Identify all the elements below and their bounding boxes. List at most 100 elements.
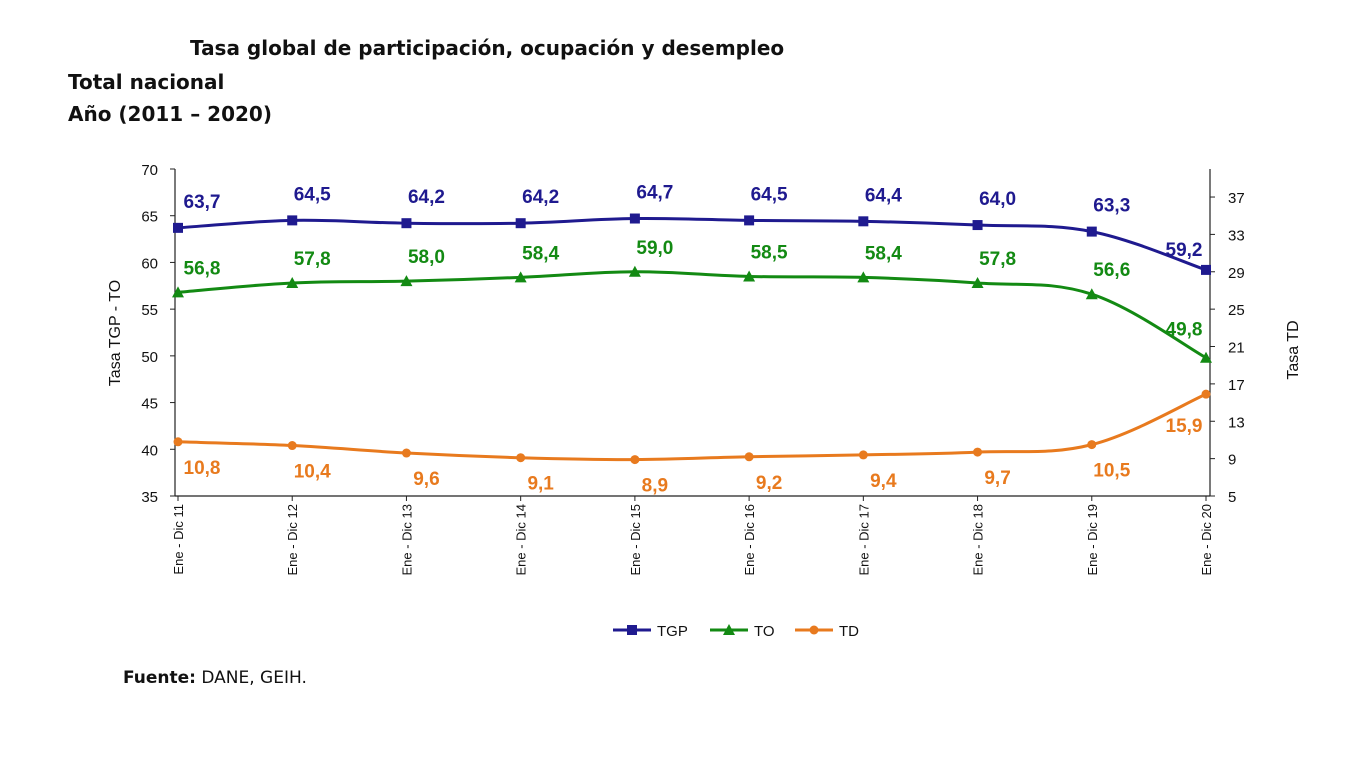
series-line-to (177, 270, 1207, 360)
right-tick-label: 29 (1228, 265, 1245, 282)
right-tick-label: 17 (1228, 377, 1245, 394)
data-label-to: 49,8 (1166, 320, 1203, 341)
marker-to (172, 286, 184, 298)
marker-to (743, 270, 756, 282)
series-line-td (177, 392, 1207, 462)
right-tick-label: 25 (1228, 302, 1245, 319)
marker-to (857, 271, 870, 283)
marker-tgp (515, 218, 526, 229)
data-label-td: 8,9 (642, 476, 668, 497)
series-line-tgp (177, 216, 1207, 272)
chart-axes: 35 40 45 50 55 60 65 70 5 9 13 17 21 25 29 33 37 Tasa TGP… (107, 162, 1302, 576)
legend-label-to: TO (754, 623, 775, 640)
data-label-to: 58,4 (522, 243, 559, 264)
marker-tgp (287, 215, 298, 226)
data-label-tgp: 64,7 (636, 183, 673, 204)
series-markers (172, 213, 1212, 465)
marker-to (628, 265, 641, 277)
x-tick-label: Ene - Dic 17 (856, 504, 871, 576)
data-label-tgp: 59,2 (1166, 240, 1203, 261)
data-label-td: 9,4 (870, 471, 897, 492)
data-label-td: 15,9 (1166, 416, 1203, 437)
chart-subtitle-period: Año (2011 – 2020) (68, 102, 272, 126)
left-tick-label: 65 (141, 209, 158, 226)
right-axis-title: Tasa TD (1285, 320, 1302, 379)
left-tick-label: 70 (141, 162, 158, 179)
marker-td (516, 453, 526, 463)
source-text: DANE, GEIH. (201, 668, 307, 688)
source-label: Fuente: (123, 668, 196, 688)
chart-title: Tasa global de participación, ocupación … (190, 36, 785, 60)
right-tick-label: 9 (1228, 452, 1236, 469)
marker-tgp (1201, 264, 1211, 275)
marker-td (173, 437, 183, 447)
x-tick-label: Ene - Dic 20 (1199, 504, 1214, 576)
data-label-to: 58,4 (865, 243, 902, 264)
marker-td (744, 452, 754, 462)
marker-to (971, 276, 984, 288)
data-label-tgp: 64,2 (522, 187, 559, 208)
data-label-tgp: 64,5 (751, 184, 788, 205)
marker-tgp (858, 216, 869, 227)
legend-label-tgp: TGP (657, 623, 688, 640)
data-label-td: 9,7 (984, 468, 1010, 489)
left-tick-label: 60 (141, 255, 158, 272)
legend: TGP TO TD (613, 623, 859, 640)
data-label-tgp: 64,0 (979, 189, 1016, 210)
left-tick-label: 50 (141, 349, 158, 366)
marker-td (401, 448, 411, 458)
legend-marker (809, 625, 819, 635)
x-tick-label: Ene - Dic 13 (399, 504, 414, 576)
data-label-to: 56,8 (184, 258, 221, 279)
data-label-tgp: 64,4 (865, 185, 902, 206)
marker-to (286, 276, 299, 288)
right-tick-label: 5 (1228, 489, 1236, 506)
marker-tgp (173, 222, 183, 233)
right-tick-label: 13 (1228, 414, 1245, 431)
data-labels: 63,7 64,5 64,2 64,2 64,7 64,5 64,4 64,0 63,3 59,2… (184, 183, 1203, 497)
data-label-to: 57,8 (979, 249, 1016, 270)
marker-td (858, 450, 868, 460)
data-label-td: 9,1 (527, 474, 554, 495)
left-tick-label: 40 (141, 442, 158, 459)
data-label-tgp: 64,2 (408, 187, 445, 208)
legend-marker (627, 625, 637, 635)
x-tick-label: Ene - Dic 12 (285, 504, 300, 576)
marker-td (973, 447, 983, 457)
data-label-tgp: 64,5 (294, 184, 331, 205)
marker-tgp (1086, 226, 1097, 237)
right-tick-label: 21 (1228, 340, 1245, 357)
marker-tgp (972, 220, 983, 231)
marker-to (514, 271, 527, 283)
chart-subtitle-scope: Total nacional (68, 70, 225, 94)
legend-label-td: TD (839, 623, 859, 640)
marker-to (1085, 288, 1098, 300)
marker-td (630, 455, 640, 465)
marker-to (400, 275, 413, 287)
series-lines (177, 216, 1207, 462)
data-label-to: 56,6 (1093, 260, 1130, 281)
data-label-to: 58,5 (751, 242, 788, 263)
marker-tgp (744, 215, 755, 226)
data-label-td: 10,4 (294, 462, 331, 483)
x-tick-label: Ene - Dic 11 (171, 504, 186, 575)
marker-tgp (629, 213, 640, 224)
left-tick-label: 35 (141, 489, 158, 506)
left-axis-title: Tasa TGP - TO (107, 280, 124, 386)
data-label-td: 10,5 (1093, 461, 1130, 482)
right-tick-label: 33 (1228, 227, 1245, 244)
data-label-tgp: 63,3 (1093, 196, 1130, 217)
data-label-tgp: 63,7 (184, 192, 221, 213)
left-tick-label: 45 (141, 396, 158, 413)
right-tick-label: 37 (1228, 190, 1245, 207)
data-label-to: 58,0 (408, 247, 445, 268)
data-label-td: 9,6 (413, 469, 439, 490)
data-label-td: 10,8 (184, 458, 221, 479)
x-tick-label: Ene - Dic 16 (742, 504, 757, 576)
data-label-to: 57,8 (294, 249, 331, 270)
marker-to (1200, 351, 1212, 363)
marker-tgp (401, 218, 412, 229)
source-note: Fuente: DANE, GEIH. (123, 668, 307, 688)
x-tick-label: Ene - Dic 14 (514, 504, 529, 576)
